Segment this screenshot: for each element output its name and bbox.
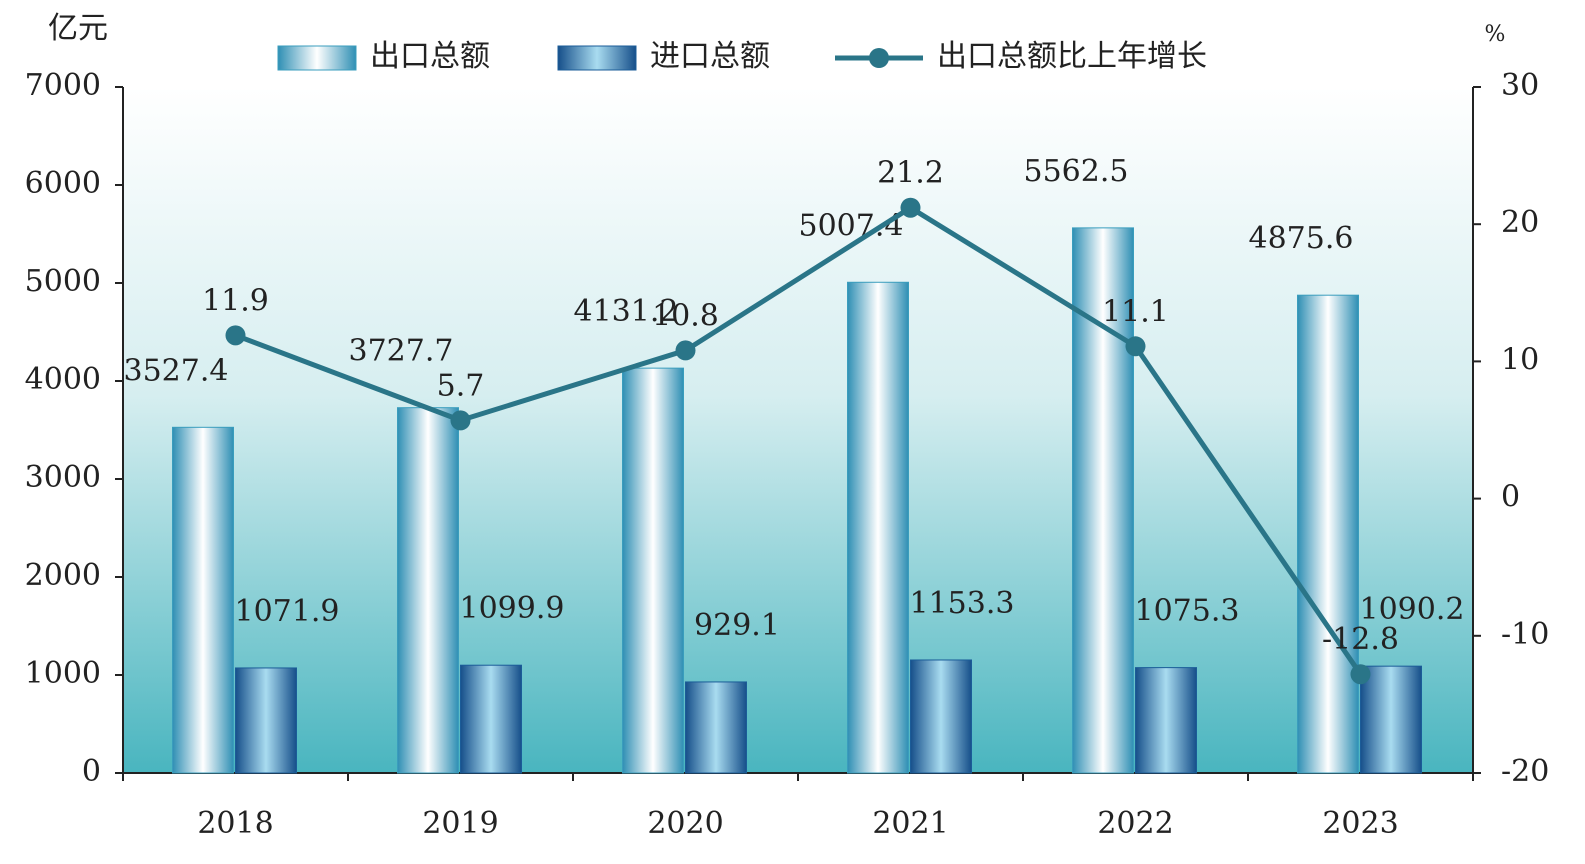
x-tick-label: 2018 xyxy=(197,806,273,841)
line xyxy=(234,204,1363,676)
legend-label: 进口总额 xyxy=(650,39,770,74)
bar xyxy=(1072,227,1134,774)
line-point xyxy=(1350,664,1371,685)
data-label: 1153.3 xyxy=(910,586,1015,621)
y-tick-label: 5000 xyxy=(25,264,101,299)
data-label: 11.9 xyxy=(202,283,269,318)
x-tick-label: 2021 xyxy=(872,806,948,841)
x-tick-label: 2022 xyxy=(1097,806,1173,841)
x-tick-label: 2020 xyxy=(647,806,723,841)
y2-axis-label: % xyxy=(1485,22,1506,47)
legend-swatch xyxy=(869,48,889,68)
data-label: 21.2 xyxy=(877,156,944,191)
bar xyxy=(235,667,297,774)
bar xyxy=(172,426,234,774)
y-tick-label: 6000 xyxy=(25,166,101,201)
data-label: 3727.7 xyxy=(349,334,454,369)
data-label: 3527.4 xyxy=(124,353,229,388)
plot-background xyxy=(123,87,1473,773)
y2-tick-label: -20 xyxy=(1501,754,1549,789)
bar xyxy=(622,367,684,774)
bar xyxy=(460,664,522,774)
bar xyxy=(1297,294,1359,774)
data-label: 1075.3 xyxy=(1135,594,1240,629)
bar xyxy=(1135,667,1197,774)
line-point xyxy=(450,410,471,431)
legend-label: 出口总额比上年增长 xyxy=(937,39,1207,74)
x-tick-label: 2019 xyxy=(422,806,498,841)
y-axis-label: 亿元 xyxy=(48,11,108,46)
y-tick-label: 7000 xyxy=(25,68,101,103)
data-label: 4131.2 xyxy=(574,294,679,329)
y-tick-label: 0 xyxy=(82,754,101,789)
data-label: 5007.4 xyxy=(799,208,904,243)
bar xyxy=(1360,665,1422,774)
data-label: 11.1 xyxy=(1102,294,1169,329)
data-label: 1090.2 xyxy=(1360,592,1465,627)
y2-tick-label: 20 xyxy=(1501,205,1539,240)
bar xyxy=(847,281,909,774)
y2-tick-label: -10 xyxy=(1501,617,1549,652)
data-label: -12.8 xyxy=(1322,622,1399,657)
data-label: 1099.9 xyxy=(460,591,565,626)
y2-tick-label: 10 xyxy=(1501,342,1539,377)
y2-tick-label: 30 xyxy=(1501,68,1539,103)
legend-swatch xyxy=(277,45,357,71)
data-label: 10.8 xyxy=(652,298,719,333)
y-tick-label: 3000 xyxy=(25,460,101,495)
line-point xyxy=(675,340,696,361)
y-tick-label: 4000 xyxy=(25,362,101,397)
data-label: 5562.5 xyxy=(1024,154,1129,189)
legend-swatch xyxy=(557,45,637,71)
bar xyxy=(910,659,972,774)
line-point xyxy=(1125,336,1146,357)
line-point xyxy=(225,325,246,346)
data-label: 929.1 xyxy=(694,608,780,643)
bar xyxy=(685,681,747,774)
bar xyxy=(397,407,459,774)
data-label: 5.7 xyxy=(437,368,485,403)
x-tick-label: 2023 xyxy=(1322,806,1398,841)
y-tick-label: 2000 xyxy=(25,558,101,593)
y-tick-label: 1000 xyxy=(25,656,101,691)
data-label: 1071.9 xyxy=(235,594,340,629)
data-label: 4875.6 xyxy=(1249,221,1354,256)
legend-label: 出口总额 xyxy=(370,39,490,74)
y2-tick-label: 0 xyxy=(1501,480,1520,515)
line-point xyxy=(900,197,921,218)
